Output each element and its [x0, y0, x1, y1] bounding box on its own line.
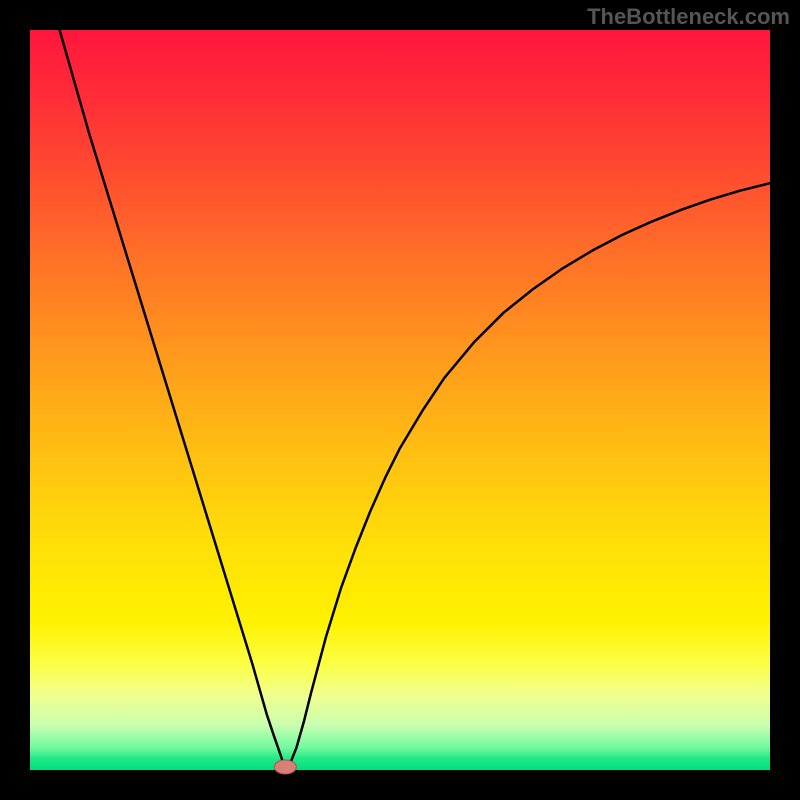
watermark-text: TheBottleneck.com — [587, 4, 790, 30]
optimal-point-marker — [274, 760, 296, 774]
plot-background — [30, 30, 770, 770]
bottleneck-chart — [0, 0, 800, 800]
chart-container: TheBottleneck.com — [0, 0, 800, 800]
